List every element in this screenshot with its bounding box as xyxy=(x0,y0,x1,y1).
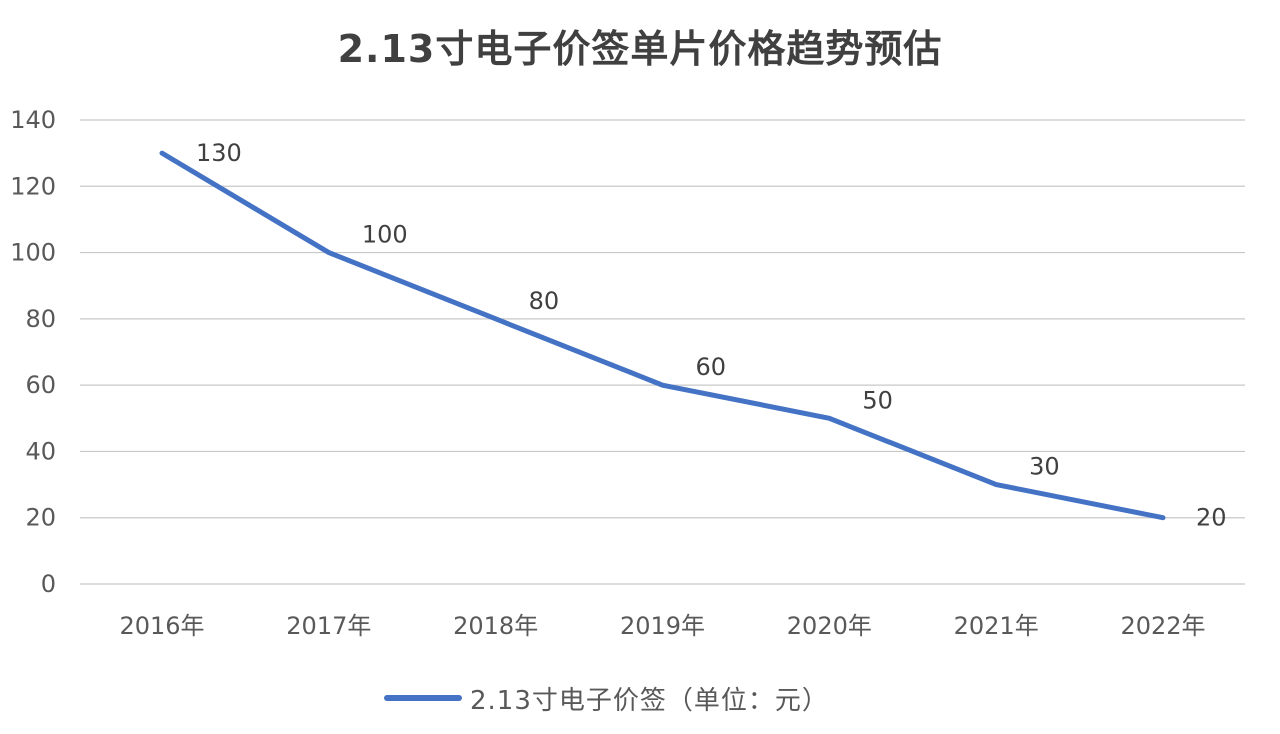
legend-label: 2.13寸电子价签（单位：元） xyxy=(470,685,829,716)
x-tick-label: 2016年 xyxy=(119,612,204,640)
x-tick-label: 2019年 xyxy=(620,612,705,640)
y-tick-label: 0 xyxy=(41,570,56,598)
legend-swatch xyxy=(384,695,462,701)
chart-title: 2.13寸电子价签单片价格趋势预估 xyxy=(337,27,943,71)
data-label: 80 xyxy=(529,287,560,315)
series-line xyxy=(159,150,1166,521)
x-tick-label: 2018年 xyxy=(453,612,538,640)
data-label: 130 xyxy=(196,139,242,167)
data-label: 100 xyxy=(362,221,408,249)
data-label: 30 xyxy=(1029,453,1060,481)
y-tick-label: 60 xyxy=(25,371,56,399)
y-tick-label: 40 xyxy=(25,437,56,465)
y-tick-label: 80 xyxy=(25,305,56,333)
y-tick-label: 20 xyxy=(25,504,56,532)
x-tick-label: 2022年 xyxy=(1120,612,1205,640)
data-label: 50 xyxy=(862,386,893,414)
legend: 2.13寸电子价签（单位：元） xyxy=(384,678,829,718)
y-tick-label: 120 xyxy=(10,172,56,200)
x-tick-label: 2021年 xyxy=(954,612,1039,640)
y-tick-label: 140 xyxy=(10,106,56,134)
y-tick-label: 100 xyxy=(10,239,56,267)
data-label: 60 xyxy=(696,353,727,381)
x-tick-label: 2020年 xyxy=(787,612,872,640)
x-tick-label: 2017年 xyxy=(286,612,371,640)
data-label: 20 xyxy=(1196,504,1227,532)
